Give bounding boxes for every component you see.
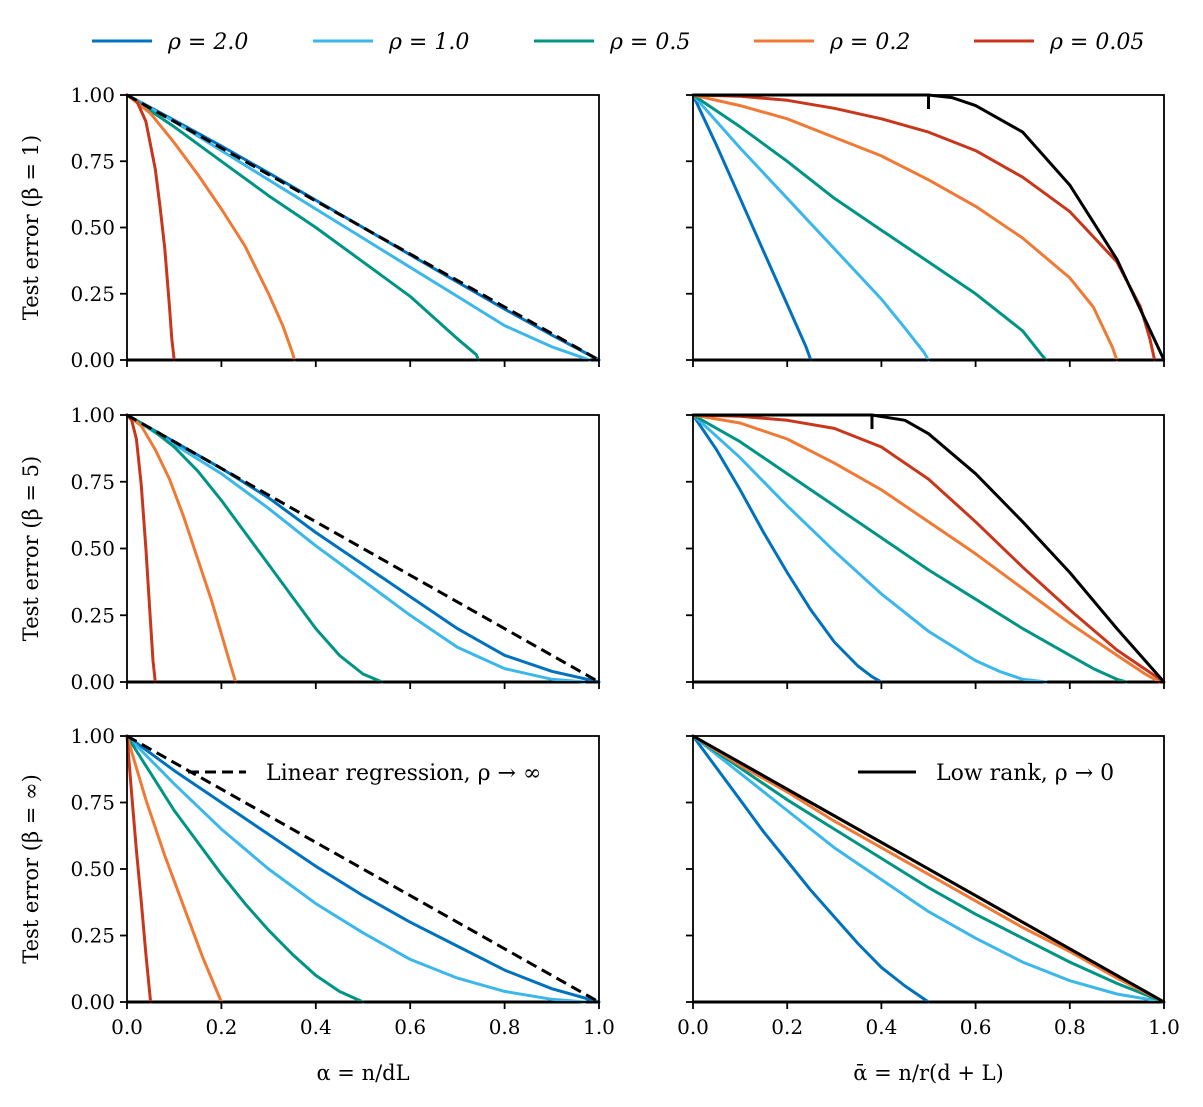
legend-label: ρ = 0.5: [609, 30, 690, 55]
axes-frame: [692, 414, 1165, 683]
series-line: [125, 413, 587, 684]
linear-regression-line: [126, 93, 600, 362]
series-line: [691, 413, 1048, 684]
y-axis-label: Test error (β = 5): [19, 456, 43, 641]
legend-label: ρ = 0.05: [1049, 30, 1144, 55]
panel-r2-c0: 0.0 0.2 0.4 0.6 0.8 1.0 0.00 0.25 0.50 0.75 1.00 Te…: [19, 724, 615, 1085]
series-line: [691, 93, 813, 362]
y-axis-label: Test error (β = 1): [19, 135, 43, 320]
y-tick-label: 1.00: [70, 724, 115, 748]
series-line: [691, 413, 1166, 684]
series-line: [691, 413, 1161, 684]
y-tick-label: 0.00: [70, 348, 115, 372]
inset-legend-label: Linear regression, ρ → ∞: [266, 761, 541, 786]
y-tick-label: 0.25: [70, 603, 115, 627]
panel-r1-c1: [686, 413, 1166, 689]
y-tick-label: 0.75: [70, 470, 115, 494]
x-axis-label: ᾱ = n/r(d + L): [853, 1061, 1004, 1085]
low-rank-line: [692, 734, 1165, 1004]
x-tick-label: 0.0: [111, 1015, 143, 1039]
series-line: [125, 93, 592, 362]
x-tick-label: 0.4: [300, 1015, 332, 1039]
series-line: [691, 734, 1166, 1004]
inset-legend: Low rank, ρ → 0: [858, 761, 1114, 786]
legend-item: ρ = 1.0: [313, 30, 469, 55]
series-line: [125, 93, 297, 362]
series-line: [125, 734, 153, 1004]
x-tick-label: 0.8: [489, 1015, 521, 1039]
y-tick-label: 0.75: [70, 791, 115, 815]
x-tick-label: 0.6: [394, 1015, 426, 1039]
y-tick-label: 0.50: [70, 537, 115, 561]
x-axis-label: α = n/dL: [316, 1061, 409, 1085]
y-tick-label: 0.25: [70, 282, 115, 306]
x-tick-label: 1.0: [583, 1015, 615, 1039]
series-line: [691, 93, 1157, 362]
y-tick-label: 0.50: [70, 857, 115, 881]
x-tick-label: 0.2: [205, 1015, 237, 1039]
series-line: [691, 734, 930, 1004]
series-line: [125, 93, 481, 362]
series-line: [125, 734, 601, 1004]
series-line: [691, 413, 883, 684]
x-tick-label: 0.6: [960, 1015, 992, 1039]
low-rank-line: [693, 93, 1166, 361]
series-line: [691, 93, 1119, 362]
linear-regression-line: [126, 734, 600, 1004]
panel-r1-c0: 0.00 0.25 0.50 0.75 1.00 Test error (β = 5): [19, 403, 601, 694]
x-tick-label: 0.0: [677, 1015, 709, 1039]
series-line: [691, 734, 1166, 1004]
series-line: [125, 734, 365, 1004]
series-line: [691, 93, 930, 362]
legend-label: ρ = 1.0: [388, 30, 469, 55]
low-rank-line: [693, 413, 1166, 683]
legend-item: ρ = 0.5: [534, 30, 690, 55]
y-tick-label: 0.00: [70, 670, 115, 694]
y-tick-label: 0.75: [70, 149, 115, 173]
top-legend: ρ = 2.0 ρ = 1.0 ρ = 0.5 ρ = 0.2 ρ = 0.05: [92, 30, 1144, 55]
series-line: [125, 413, 238, 684]
y-tick-label: 1.00: [70, 83, 115, 107]
y-axis-label: Test error (β = ∞): [19, 774, 43, 964]
axes-frame: [692, 94, 1165, 361]
y-tick-label: 0.00: [70, 990, 115, 1014]
y-tick-label: 0.25: [70, 924, 115, 948]
legend-label: ρ = 2.0: [167, 30, 248, 55]
linear-regression-line: [126, 413, 600, 684]
panel-r2-c1: 0.0 0.2 0.4 0.6 0.8 1.0 ᾱ = n/r(d + L) Low rank…: [677, 734, 1180, 1085]
series-line: [691, 413, 1128, 684]
x-tick-label: 0.4: [865, 1015, 897, 1039]
inset-legend: Linear regression, ρ → ∞: [188, 761, 541, 786]
series-line: [691, 93, 1048, 362]
legend-label: ρ = 0.2: [829, 30, 910, 55]
legend-item: ρ = 2.0: [92, 30, 248, 55]
panel-r0-c0: 0.00 0.25 0.50 0.75 1.00 Test error (β = 1): [19, 83, 601, 372]
legend-item: ρ = 0.05: [974, 30, 1144, 55]
series-line: [125, 93, 176, 362]
panel-r0-c1: [686, 93, 1166, 367]
legend-item: ρ = 0.2: [754, 30, 910, 55]
y-tick-label: 0.50: [70, 216, 115, 240]
series-line: [691, 734, 1166, 1004]
inset-legend-label: Low rank, ρ → 0: [936, 761, 1114, 786]
series-line: [125, 413, 384, 684]
x-tick-label: 0.8: [1054, 1015, 1086, 1039]
y-tick-label: 1.00: [70, 403, 115, 427]
series-line: [125, 734, 587, 1004]
x-tick-label: 1.0: [1148, 1015, 1180, 1039]
x-tick-label: 0.2: [771, 1015, 803, 1039]
series-line: [125, 413, 157, 684]
series-line: [125, 734, 223, 1004]
